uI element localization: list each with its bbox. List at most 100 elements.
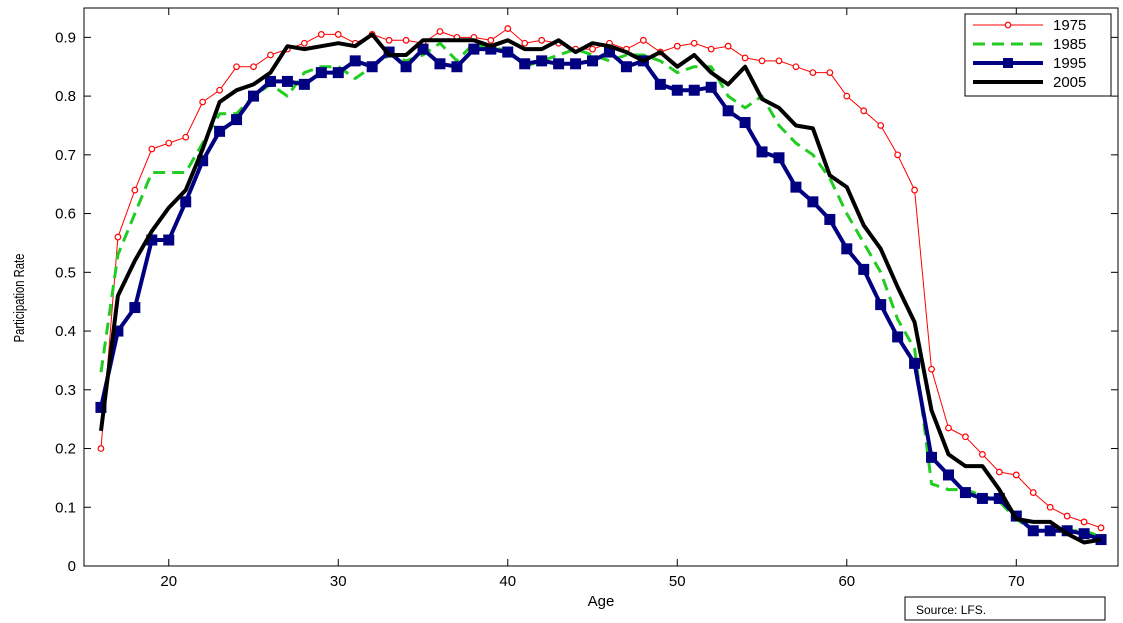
data-point <box>214 125 226 137</box>
data-point <box>722 105 734 117</box>
data-point <box>519 58 531 70</box>
data-point <box>741 54 749 62</box>
data-point <box>553 58 565 70</box>
data-point <box>129 302 141 314</box>
x-tick-label: 70 <box>1008 573 1025 590</box>
data-point <box>976 492 988 504</box>
x-axis-label: Age <box>588 593 615 610</box>
data-point <box>962 433 969 441</box>
data-point <box>589 45 596 53</box>
y-tick-label: 0.6 <box>55 206 76 223</box>
y-tick-label: 0.9 <box>55 29 76 46</box>
data-point <box>756 146 768 158</box>
series-line-2005 <box>99 32 1102 545</box>
data-point <box>690 39 698 47</box>
x-tick-label: 60 <box>838 573 855 590</box>
data-point <box>267 51 274 59</box>
data-point <box>909 357 921 369</box>
data-point <box>959 487 971 499</box>
data-point <box>315 67 327 79</box>
data-point <box>538 36 546 44</box>
data-point <box>281 75 293 87</box>
y-tick-label: 0 <box>68 558 76 575</box>
data-point <box>775 57 783 65</box>
data-point <box>417 43 429 55</box>
data-point <box>809 69 817 77</box>
data-point <box>705 81 717 93</box>
data-point <box>468 43 480 55</box>
data-point <box>826 69 834 77</box>
data-point <box>843 92 851 100</box>
source-box <box>904 596 1106 621</box>
data-point <box>349 55 361 67</box>
data-point <box>502 46 514 58</box>
data-point <box>790 181 802 193</box>
data-point <box>587 55 599 67</box>
data-point <box>334 31 342 38</box>
data-point <box>231 114 243 126</box>
data-point <box>180 196 192 208</box>
data-point <box>163 234 175 246</box>
data-point <box>654 78 666 90</box>
y-tick-label: 0.3 <box>55 382 76 399</box>
data-point <box>928 365 935 373</box>
source-note: Source: LFS. <box>904 596 1106 621</box>
series-2005 <box>99 32 1102 545</box>
data-point <box>165 139 173 147</box>
source-text: Source: LFS. <box>916 603 986 617</box>
data-point <box>758 57 766 65</box>
series-1975 <box>97 25 1105 532</box>
data-point <box>385 36 393 44</box>
data-point <box>942 469 954 481</box>
data-point <box>1027 525 1039 537</box>
x-tick-label: 50 <box>669 573 686 590</box>
data-point <box>402 36 410 44</box>
legend-entry-1995: 1995 <box>973 55 1086 72</box>
data-point <box>504 25 512 32</box>
data-point <box>264 75 276 87</box>
data-point <box>1078 528 1090 540</box>
data-point <box>860 107 868 115</box>
data-point <box>216 86 224 94</box>
data-point <box>182 133 190 141</box>
x-tick-label: 40 <box>499 573 516 590</box>
data-point <box>148 145 156 153</box>
data-point <box>978 451 986 458</box>
data-point <box>1046 503 1054 511</box>
data-point <box>792 63 800 71</box>
x-tick-label: 20 <box>160 573 177 590</box>
data-point <box>300 39 308 47</box>
data-point <box>945 424 952 432</box>
data-point <box>1063 512 1071 520</box>
data-point <box>707 45 715 53</box>
legend-label: 1995 <box>1053 55 1086 72</box>
data-point <box>536 55 548 67</box>
data-point <box>250 63 257 71</box>
data-point <box>688 84 700 96</box>
legend-label: 2005 <box>1053 74 1086 91</box>
data-point <box>1080 518 1088 526</box>
data-point <box>911 186 918 194</box>
data-point <box>451 61 463 73</box>
plot-area <box>83 7 1119 567</box>
y-tick-label: 0.5 <box>55 264 76 281</box>
data-point <box>317 31 325 38</box>
ticks: 20 30 40 50 60 70 0 0.1 0.2 0.3 0.4 0.5 0.6 0.7 0.8 0.9 <box>55 8 1118 590</box>
data-point <box>366 61 378 73</box>
data-point <box>807 196 819 208</box>
data-point <box>841 243 853 255</box>
data-point <box>773 152 785 164</box>
data-point <box>114 233 122 241</box>
data-point <box>434 58 446 70</box>
data-point <box>199 98 207 106</box>
data-point <box>1012 471 1020 479</box>
data-point <box>926 451 938 463</box>
data-point <box>298 78 310 90</box>
data-point <box>739 117 751 129</box>
legend-label: 1975 <box>1053 17 1086 34</box>
data-point <box>1097 524 1105 532</box>
data-point <box>673 42 681 50</box>
legend-marker <box>1003 58 1013 68</box>
y-axis-label: Participation Rate <box>10 254 27 343</box>
